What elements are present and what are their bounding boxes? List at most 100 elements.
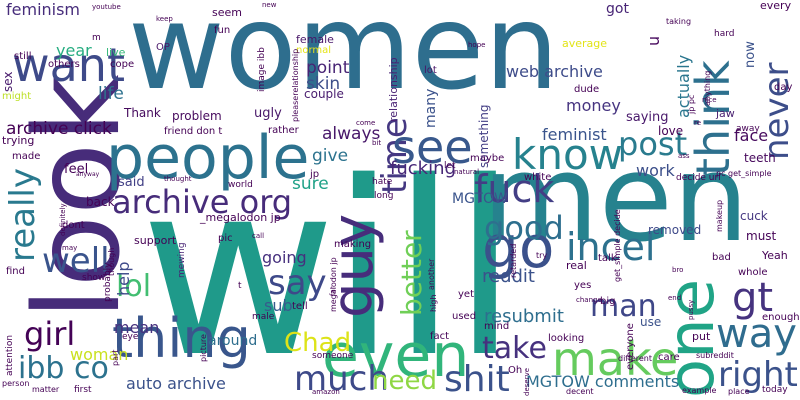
word-dont: dont	[62, 220, 85, 231]
word-must: must	[746, 229, 777, 243]
word-part: part	[111, 349, 120, 366]
word-always: always	[322, 124, 381, 144]
word-real: real	[566, 259, 587, 272]
word-gt: gt	[732, 275, 774, 321]
word-feminism: feminism	[6, 0, 81, 19]
word-looking: looking	[548, 333, 585, 344]
word-today: today	[762, 385, 788, 395]
word-jp-pc: jp pc	[687, 94, 696, 114]
word-amazon: amazon	[312, 388, 340, 396]
word-others: others	[48, 59, 80, 70]
word-web-archive: web archive	[506, 62, 603, 81]
word-jaw: jaw	[716, 107, 735, 120]
word-change: change	[576, 296, 602, 304]
word-love: love	[658, 124, 684, 138]
word-tell: tell	[292, 301, 308, 312]
word-new: new	[262, 1, 277, 9]
word-probably: probably	[103, 262, 113, 303]
word-op: OP	[156, 42, 170, 53]
word-pc-get-simple: pc get_simple	[716, 169, 772, 178]
word-image-ibb: image ibb	[257, 47, 267, 92]
word-people: people	[106, 123, 310, 193]
word-m: m	[92, 33, 101, 43]
word-right: right	[718, 355, 798, 395]
word-anything: anything	[703, 70, 712, 106]
word-work: work	[636, 161, 675, 180]
word-someone: someone	[312, 351, 354, 361]
word-hard: hard	[714, 29, 735, 39]
word-long: long	[374, 191, 394, 201]
word-first: first	[74, 385, 92, 395]
word-reddit: reddit	[482, 266, 535, 287]
word-sex: sex	[1, 71, 15, 92]
word-thank: Thank	[124, 106, 161, 120]
word-show: show	[82, 273, 106, 283]
word-decide-url: decide url	[676, 173, 721, 183]
word-white: white	[524, 172, 552, 183]
word-call: call	[252, 232, 265, 240]
word-another: another	[427, 258, 436, 290]
word-teeth: teeth	[744, 151, 776, 165]
word-now: now	[743, 41, 758, 68]
word-find: find	[6, 266, 25, 277]
word-will: will	[140, 130, 518, 400]
word-get-simple-decide: get_simple decide	[613, 209, 622, 282]
word-resubmit: resubmit	[484, 306, 564, 327]
word-help: help	[114, 261, 133, 296]
word-makeup: makeup	[715, 199, 724, 232]
word-even: even	[322, 321, 470, 391]
word-chad: Chad	[284, 328, 352, 358]
word-example: example	[682, 386, 717, 395]
word-make: make	[552, 332, 679, 386]
word-seem: seem	[212, 6, 242, 19]
word-might: might	[2, 91, 32, 102]
word-man: man	[590, 289, 657, 324]
word-girl: girl	[24, 315, 76, 353]
word-mind: mind	[484, 321, 510, 332]
word-fuck: fuck	[474, 167, 555, 211]
word-whole: whole	[738, 267, 768, 278]
word-maybe: maybe	[470, 153, 505, 164]
word-thought: thought	[164, 175, 192, 183]
word-mgtow: MGTOW	[452, 191, 508, 207]
word-bro: bro	[672, 266, 684, 274]
word-yet: yet	[458, 289, 474, 300]
word-going: going	[262, 248, 307, 267]
word-big: big	[600, 296, 616, 307]
word-auto-archive: auto archive	[126, 374, 226, 393]
word-ibb-co: ibb co	[18, 351, 109, 386]
word-taking: taking	[666, 17, 692, 26]
word-natural: natural	[454, 168, 480, 176]
word-face: face	[734, 126, 769, 145]
word-enough: enough	[762, 312, 800, 323]
word-hope: hope	[468, 41, 486, 49]
word-try: try	[536, 251, 548, 260]
word-shit: shit	[444, 359, 510, 400]
word-lol: lol	[116, 269, 152, 304]
word-person: person	[2, 379, 30, 388]
word-support: support	[134, 234, 177, 247]
word-subreddit: subreddit	[696, 351, 734, 360]
word-place: place	[728, 387, 750, 396]
word-end: end	[668, 294, 682, 302]
word-archive-click: archive click	[6, 119, 112, 139]
word-see: see	[392, 120, 473, 174]
word-life: life	[98, 84, 124, 104]
word-may: may	[62, 244, 78, 252]
word-men: men	[482, 130, 749, 269]
word-ass: ass	[678, 152, 690, 160]
word-relationship: relationship	[387, 57, 400, 122]
word-matter: matter	[32, 385, 60, 394]
word-lot: lot	[424, 65, 437, 76]
word-post: post	[618, 125, 688, 163]
word-let: let	[444, 161, 456, 171]
word-problem: problem	[172, 109, 222, 123]
word-made: made	[12, 151, 41, 162]
word-never: never	[757, 62, 797, 160]
word-friend-dont: friend don t	[164, 126, 223, 137]
word-saying: saying	[626, 110, 669, 125]
word-back: back	[86, 195, 115, 209]
word-deserve: deserve	[523, 367, 531, 396]
word-want: want	[12, 38, 126, 92]
